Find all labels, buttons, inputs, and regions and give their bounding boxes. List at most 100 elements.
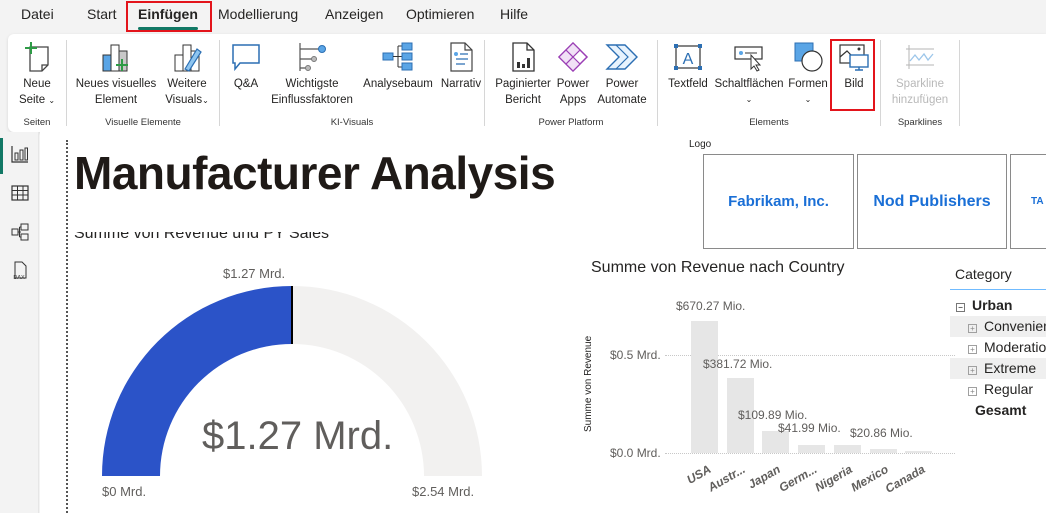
- image-icon: [839, 44, 869, 71]
- expand-icon[interactable]: +: [968, 366, 977, 375]
- bar-germany[interactable]: [798, 445, 825, 453]
- ribbon-group-elements: A Textfeld Schaltflächen ⌄: [658, 34, 880, 132]
- slicer-row-moderation[interactable]: + Moderation: [950, 337, 1046, 358]
- ribbon-group-ki-visuals: Q&A Wichtigste Einflussfaktoren: [220, 34, 484, 132]
- model-view-button[interactable]: [9, 221, 31, 243]
- report-view-button[interactable]: [9, 143, 31, 165]
- slicer-row-label: Gesamt: [975, 402, 1027, 418]
- expand-icon[interactable]: +: [968, 345, 977, 354]
- qa-button[interactable]: Q&A: [226, 40, 266, 92]
- bar-nigeria[interactable]: [834, 445, 861, 453]
- logo-card[interactable]: Fabrikam, Inc.: [703, 154, 854, 249]
- menu-bar: Datei Start Einfügen Modellierung Anzeig…: [0, 0, 1046, 34]
- narrative-button[interactable]: Narrativ: [438, 40, 484, 92]
- tab-start[interactable]: Start: [87, 6, 117, 22]
- slicer-row-label: Regular: [984, 381, 1034, 397]
- bar-usa[interactable]: [691, 321, 718, 453]
- expand-icon[interactable]: +: [968, 324, 977, 333]
- sparkline-icon: [906, 45, 934, 69]
- slicer-row-label: Extreme: [984, 360, 1037, 376]
- qa-icon: [232, 44, 260, 72]
- chevron-down-icon: ⌄: [48, 96, 56, 105]
- ribbon-separator: [880, 40, 881, 126]
- chevron-down-icon: ⌄: [804, 95, 812, 104]
- new-visual-icon: [102, 44, 128, 72]
- buttons-label: Schaltflächen: [714, 78, 784, 90]
- x-axis-label: Austr...: [705, 462, 748, 495]
- table-view-button[interactable]: [9, 182, 31, 204]
- image-button[interactable]: Bild: [834, 40, 874, 92]
- add-sparkline-button[interactable]: Sparkline hinzufügen: [887, 40, 953, 108]
- chevron-down-icon: ⌄: [202, 96, 209, 105]
- shapes-button[interactable]: Formen ⌄: [786, 40, 830, 108]
- new-page-button[interactable]: Neue Seite ⌄: [12, 40, 62, 109]
- ribbon: Neue Seite ⌄ Seiten Neues visuelles Elem…: [8, 34, 1046, 132]
- gridline: [665, 453, 955, 454]
- tab-anzeigen[interactable]: Anzeigen: [325, 6, 384, 22]
- power-apps-label-2: Apps: [559, 94, 587, 106]
- expand-icon[interactable]: +: [968, 387, 977, 396]
- logo-card[interactable]: Nod Publishers: [857, 154, 1007, 249]
- tab-optimieren[interactable]: Optimieren: [406, 6, 475, 22]
- gauge-visual[interactable]: [90, 284, 490, 484]
- decomposition-tree-label: Analysebaum: [363, 78, 433, 90]
- slicer-row-label: Convenience: [984, 318, 1046, 334]
- gauge-value: $1.27 Mrd.: [202, 414, 394, 458]
- new-visual-button[interactable]: Neues visuelles Element: [73, 40, 159, 108]
- image-label: Bild: [844, 78, 864, 90]
- shapes-label: Formen: [788, 78, 828, 90]
- bar-chart-y-axis-title: Summe von Revenue: [583, 335, 594, 432]
- canvas-margin-guide: [66, 140, 68, 513]
- bar-japan[interactable]: [762, 431, 789, 453]
- svg-text:A: A: [683, 51, 694, 68]
- gauge-max-label: $2.54 Mrd.: [412, 484, 475, 499]
- bar-australia[interactable]: [727, 378, 754, 453]
- tab-modellierung[interactable]: Modellierung: [218, 6, 299, 22]
- key-influencers-button[interactable]: Wichtigste Einflussfaktoren: [266, 40, 358, 108]
- bar-canada[interactable]: [905, 451, 932, 453]
- power-automate-button[interactable]: Power Automate: [593, 40, 651, 108]
- bar-mexico[interactable]: [870, 449, 897, 453]
- gauge-title: Summe von Revenue und PY Sales: [74, 232, 329, 246]
- new-page-label-1: Neue: [23, 78, 51, 90]
- gauge-fill: [102, 286, 292, 476]
- category-header-underline: [950, 289, 1046, 290]
- decomposition-tree-button[interactable]: Analysebaum: [358, 40, 438, 92]
- group-label-seiten: Seiten: [23, 117, 51, 128]
- textbox-button[interactable]: A Textfeld: [666, 40, 710, 92]
- logo-card[interactable]: TA: [1010, 154, 1046, 249]
- report-canvas: Manufacturer Analysis Summe von Revenue …: [40, 132, 1046, 513]
- logo-text: TA: [1031, 196, 1044, 207]
- paginated-report-icon: [512, 42, 535, 72]
- buttons-button[interactable]: Schaltflächen ⌄: [712, 40, 786, 108]
- slicer-row-regular[interactable]: + Regular: [950, 379, 1046, 400]
- new-page-icon: [25, 42, 49, 72]
- group-label-power-platform: Power Platform: [538, 117, 604, 128]
- svg-text:DAX: DAX: [13, 275, 25, 281]
- ribbon-group-sparklines: Sparkline hinzufügen Sparklines: [881, 34, 959, 132]
- logo-visual-label: Logo: [689, 139, 712, 150]
- tab-datei[interactable]: Datei: [21, 6, 54, 22]
- key-influencers-label-2: Einflussfaktoren: [271, 94, 353, 106]
- gauge-title-text: Summe von Revenue und PY Sales: [74, 232, 329, 242]
- tab-einfuegen[interactable]: Einfügen: [138, 5, 198, 30]
- model-icon: [11, 223, 29, 241]
- more-visuals-button[interactable]: Weitere Visuals⌄: [161, 40, 213, 109]
- slicer-row-total: Gesamt: [950, 400, 1046, 421]
- narrative-icon: [450, 42, 473, 72]
- bar-data-label: $109.89 Mio.: [738, 408, 808, 422]
- tab-hilfe[interactable]: Hilfe: [500, 6, 529, 22]
- x-axis-label: Japan: [745, 462, 783, 492]
- gauge-target-label: $1.27 Mrd.: [223, 266, 286, 281]
- slicer-row-extreme[interactable]: + Extreme: [950, 358, 1046, 379]
- narrative-label: Narrativ: [440, 78, 482, 90]
- power-apps-button[interactable]: Power Apps: [553, 40, 593, 108]
- add-sparkline-label-1: Sparkline: [896, 78, 944, 90]
- paginated-report-button[interactable]: Paginierter Bericht: [493, 40, 553, 108]
- group-label-visuelle-elemente: Visuelle Elemente: [105, 117, 181, 128]
- dax-query-view-button[interactable]: DAX: [9, 260, 31, 282]
- collapse-icon[interactable]: −: [956, 303, 965, 312]
- slicer-row-urban[interactable]: − Urban: [950, 295, 1046, 316]
- slicer-row-convenience[interactable]: + Convenience: [950, 316, 1046, 337]
- active-tab-indicator: [138, 27, 198, 30]
